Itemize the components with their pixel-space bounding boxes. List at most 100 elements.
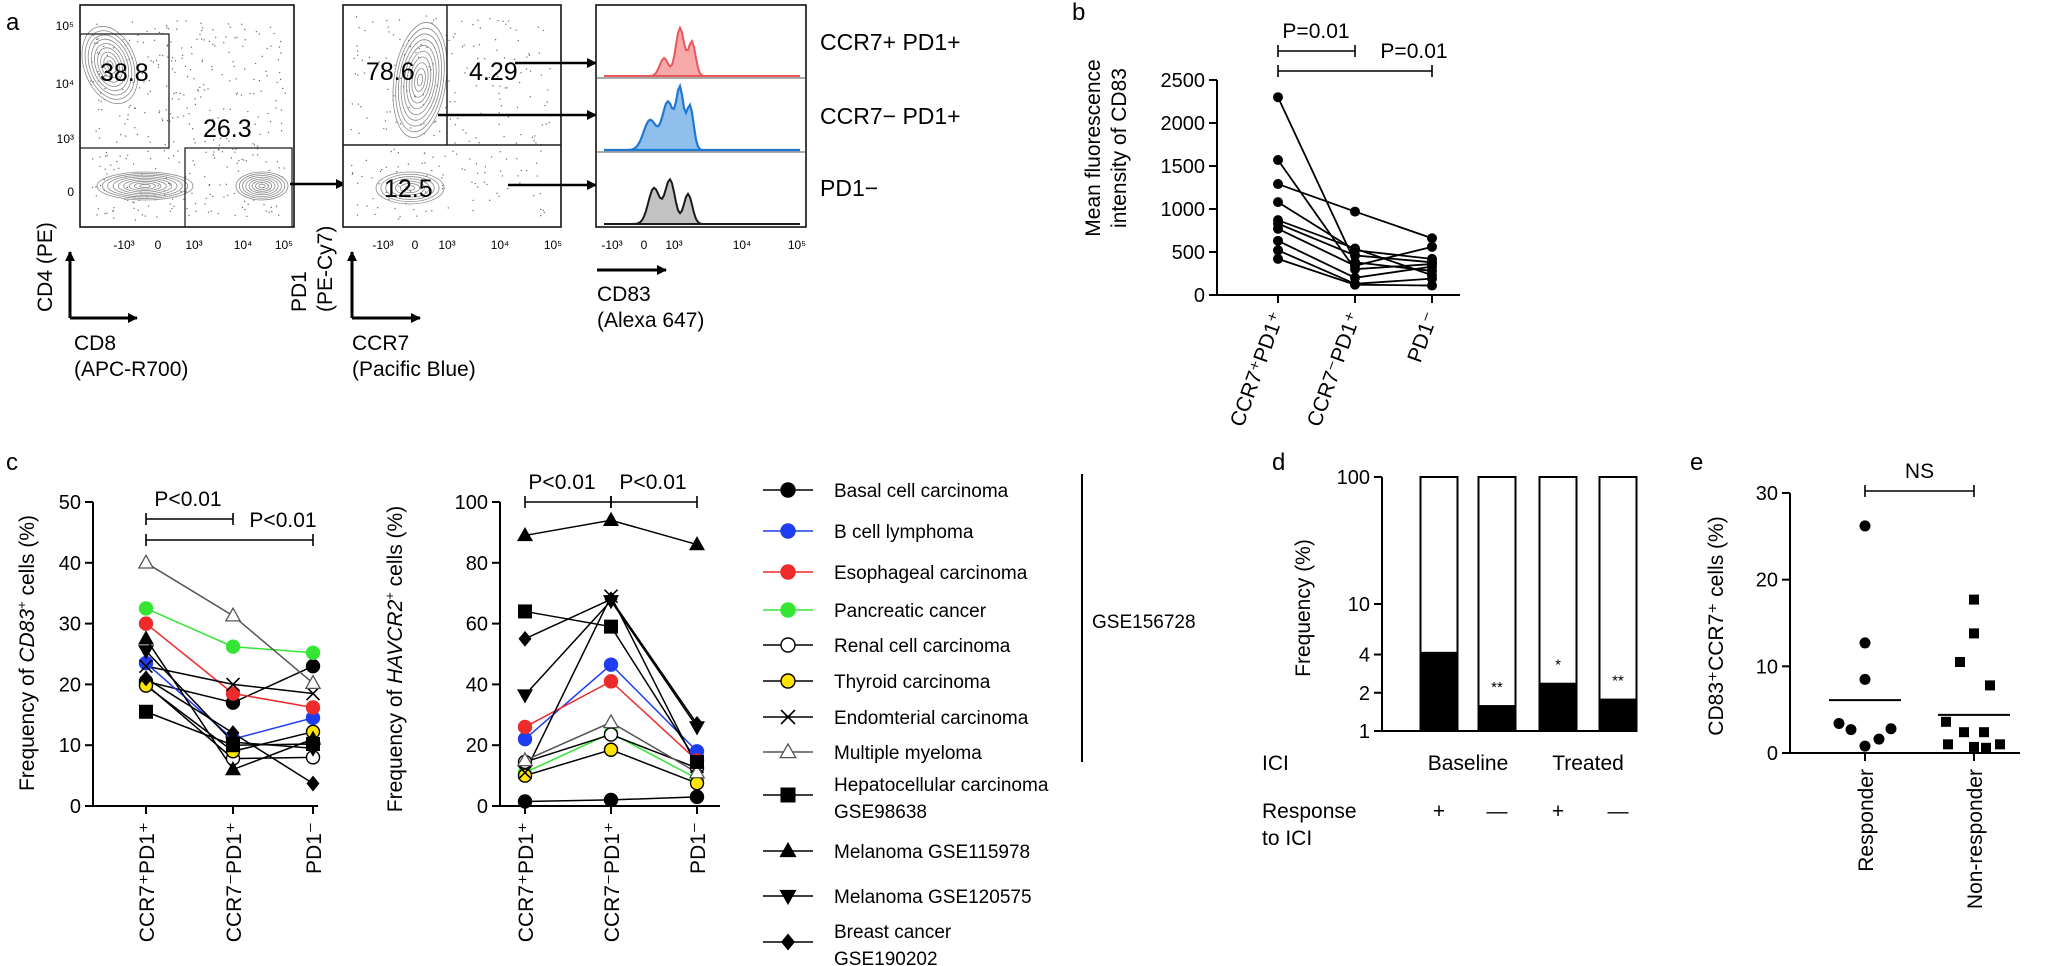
data-point-responder <box>1833 718 1845 730</box>
event-dot <box>421 162 423 164</box>
event-dot <box>448 80 450 82</box>
event-dot <box>504 87 507 89</box>
event-dot <box>399 216 401 218</box>
d-row-label-response-2: to ICI <box>1262 827 1312 850</box>
contour-dn <box>101 173 189 199</box>
event-dot <box>388 31 390 33</box>
event-dot <box>234 37 236 39</box>
data-point <box>137 630 155 645</box>
event-dot <box>387 88 389 91</box>
event-dot <box>194 142 196 144</box>
legend-marker <box>781 933 795 951</box>
panel-label-c: c <box>6 449 18 476</box>
data-point-responder <box>1845 724 1857 736</box>
flow-plot-2-x-sublabel: (Pacific Blue) <box>352 358 476 381</box>
event-dot <box>96 214 98 216</box>
event-dot <box>147 205 150 207</box>
event-dot <box>98 137 101 139</box>
event-dot <box>212 118 214 120</box>
event-dot <box>142 41 145 44</box>
data-point <box>603 657 619 672</box>
contour-cd4 <box>94 43 126 87</box>
legend-marker <box>780 523 796 539</box>
event-dot <box>232 148 234 150</box>
data-point <box>224 606 242 622</box>
legend-marker <box>780 482 796 498</box>
event-dot <box>414 96 416 98</box>
event-dot <box>169 210 171 212</box>
event-dot <box>103 179 105 181</box>
event-dot <box>517 175 519 177</box>
event-dot <box>376 207 379 209</box>
x-tick: 0 <box>155 238 162 252</box>
event-dot <box>480 112 482 115</box>
event-dot <box>278 167 280 169</box>
event-dot <box>235 148 237 150</box>
event-dot <box>123 80 125 82</box>
event-dot <box>236 162 238 164</box>
event-dot <box>280 40 282 43</box>
contour-cd8 <box>248 178 276 194</box>
event-dot <box>99 165 101 168</box>
contour-pd1-neg <box>385 176 435 200</box>
event-dot <box>540 215 542 217</box>
event-dot <box>194 98 196 100</box>
event-dot <box>92 158 94 160</box>
event-dot <box>199 86 201 89</box>
event-dot <box>125 157 127 160</box>
event-dot <box>95 186 97 188</box>
event-dot <box>388 198 390 200</box>
flow-plot-pd1-ccr7: 78.6 4.29 12.5 -10³ 0 10³ 10⁴ 10⁵ PD1 (P… <box>288 4 597 381</box>
data-point <box>603 674 619 689</box>
event-dot <box>496 76 499 78</box>
data-point <box>138 659 154 674</box>
event-dot <box>172 57 174 59</box>
event-dot <box>497 19 499 22</box>
event-dot <box>394 207 396 210</box>
contour-cd4 <box>84 30 136 100</box>
event-dot <box>139 87 141 89</box>
event-dot <box>252 154 254 156</box>
event-dot <box>227 194 229 197</box>
event-dot <box>96 38 98 40</box>
event-dot <box>420 43 422 46</box>
event-dot <box>177 150 179 152</box>
event-dot <box>534 135 536 137</box>
panel-a: a 38.8 26.3 10⁵ 10⁴ 10³ 0 -10³ 0 10³ 10⁴… <box>6 4 961 381</box>
event-dot <box>418 47 420 50</box>
event-dot <box>171 198 174 200</box>
data-point-non-responder <box>1959 727 1969 738</box>
event-dot <box>517 40 519 42</box>
event-dot <box>431 169 433 172</box>
event-dot <box>536 175 538 177</box>
event-dot <box>495 73 498 76</box>
data-point <box>604 591 618 608</box>
data-point <box>224 761 242 776</box>
y-tick-label: 0 <box>70 796 81 818</box>
event-dot <box>253 78 255 81</box>
event-dot <box>201 38 203 40</box>
legend-item: Thyroid carcinoma <box>763 672 991 693</box>
event-dot <box>241 206 244 209</box>
data-point <box>305 645 321 660</box>
event-dot <box>200 96 202 98</box>
y-tick-label: 40 <box>466 674 488 696</box>
flow-plot-1-x-sublabel: (APC-R700) <box>74 358 188 381</box>
data-point <box>1273 253 1283 264</box>
c-right-y-label: Frequency of HAVCR2+ cells (%) <box>382 506 407 812</box>
event-dot <box>385 191 387 194</box>
x-tick-label: Responder <box>1855 769 1878 872</box>
event-dot <box>189 69 191 71</box>
contour-cd8 <box>242 175 282 197</box>
x-tick-label: Non-responder <box>1964 769 1987 909</box>
event-dot <box>357 103 360 105</box>
x-tick-label: CCR7⁺PD1⁺ <box>1226 309 1289 430</box>
event-dot <box>243 68 246 70</box>
event-dot <box>361 175 363 178</box>
event-dot <box>275 205 278 207</box>
event-dot <box>255 30 257 33</box>
event-dot <box>489 18 491 20</box>
event-dot <box>393 95 395 97</box>
event-dot <box>390 150 392 153</box>
event-dot <box>194 103 197 106</box>
